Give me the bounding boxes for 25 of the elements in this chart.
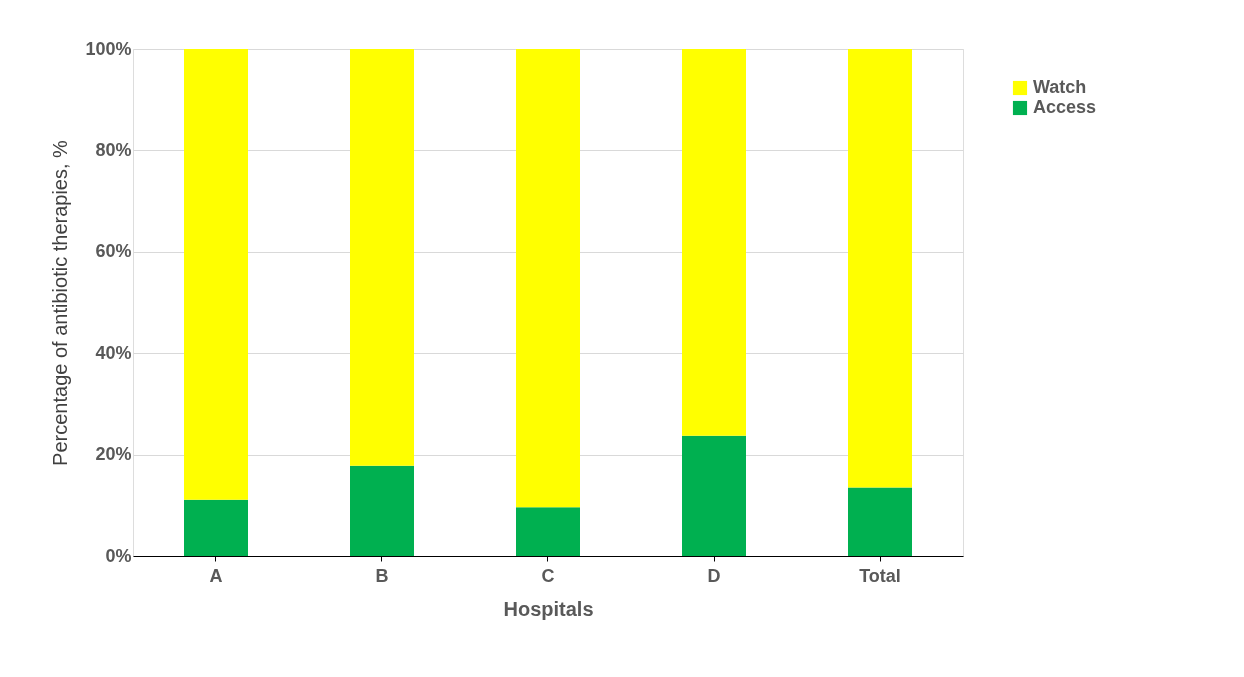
bar <box>184 499 248 556</box>
x-tick-label: A <box>209 565 223 586</box>
bar <box>516 49 580 508</box>
bar <box>848 49 912 488</box>
x-tick-label: D <box>707 565 721 586</box>
bar <box>682 435 746 556</box>
bar <box>350 465 414 556</box>
y-tick-label: 100% <box>85 38 132 59</box>
bar <box>350 49 414 466</box>
y-tick-label: 80% <box>95 139 132 160</box>
legend-label: Access <box>1033 97 1097 117</box>
bar <box>184 49 248 500</box>
bar <box>682 49 746 436</box>
y-tick-label: 20% <box>95 444 132 465</box>
x-axis-title: Hospitals <box>503 597 594 620</box>
x-tick-label: Total <box>859 565 901 586</box>
legend-label: Watch <box>1033 77 1087 97</box>
x-tick-label: C <box>541 565 555 586</box>
y-axis-title: Percentage of antibiotic therapies, % <box>49 139 72 466</box>
y-tick-label: 0% <box>105 545 132 566</box>
x-tick-label: B <box>375 565 389 586</box>
y-tick-label: 60% <box>95 241 132 262</box>
bar <box>848 487 912 556</box>
y-tick-label: 40% <box>95 342 132 363</box>
bar <box>516 507 580 556</box>
